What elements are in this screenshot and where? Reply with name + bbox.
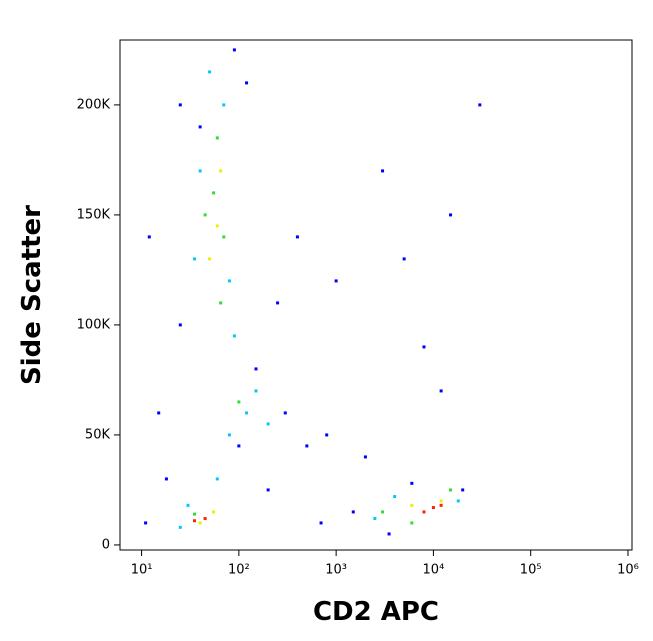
point [457,499,460,502]
point [216,224,219,227]
point [335,279,338,282]
point [219,169,222,172]
point [228,279,231,282]
point [193,257,196,260]
plot-frame [120,40,632,550]
point [381,510,384,513]
point [254,389,257,392]
point [204,517,207,520]
point [228,433,231,436]
point [440,389,443,392]
point [245,81,248,84]
point [373,517,376,520]
point [325,433,328,436]
point [305,444,308,447]
x-tick-label: 10⁴ [423,563,445,578]
point [440,504,443,507]
point [212,510,215,513]
point [219,301,222,304]
point [245,411,248,414]
x-tick-label: 10³ [325,563,347,578]
point [148,235,151,238]
point [199,169,202,172]
point [461,488,464,491]
point [267,422,270,425]
point [157,411,160,414]
point [233,48,236,51]
point [208,70,211,73]
point [186,504,189,507]
point [393,495,396,498]
point [179,526,182,529]
x-tick-label: 10⁶ [617,563,639,578]
point [179,103,182,106]
point [422,510,425,513]
point [267,488,270,491]
point [320,521,323,524]
x-tick-label: 10⁵ [520,563,542,578]
point [403,257,406,260]
x-axis-title: CD2 APC [313,597,439,627]
point [478,103,481,106]
point [449,213,452,216]
x-tick-label: 10² [228,563,250,578]
y-tick-label: 50K [85,427,111,442]
point [193,519,196,522]
point [208,257,211,260]
y-tick-label: 200K [77,97,111,112]
point [254,367,257,370]
point [212,191,215,194]
y-tick-label: 100K [77,317,111,332]
y-tick-label: 0 [102,537,110,552]
point [410,482,413,485]
point [233,334,236,337]
point [222,103,225,106]
point [364,455,367,458]
point [440,499,443,502]
point [296,235,299,238]
point [449,488,452,491]
point [193,513,196,516]
point [204,213,207,216]
point [222,235,225,238]
point [388,532,391,535]
point [199,521,202,524]
point [410,521,413,524]
x-tick-label: 10¹ [131,563,153,578]
point [352,510,355,513]
point [165,477,168,480]
y-axis-title: Side Scatter [17,205,47,385]
point [284,411,287,414]
point [199,125,202,128]
point [216,136,219,139]
y-tick-label: 150K [77,207,111,222]
point [432,506,435,509]
point [237,444,240,447]
point [179,323,182,326]
point [216,477,219,480]
point [422,345,425,348]
point [381,169,384,172]
point [276,301,279,304]
point [237,400,240,403]
point [410,504,413,507]
point [144,521,147,524]
